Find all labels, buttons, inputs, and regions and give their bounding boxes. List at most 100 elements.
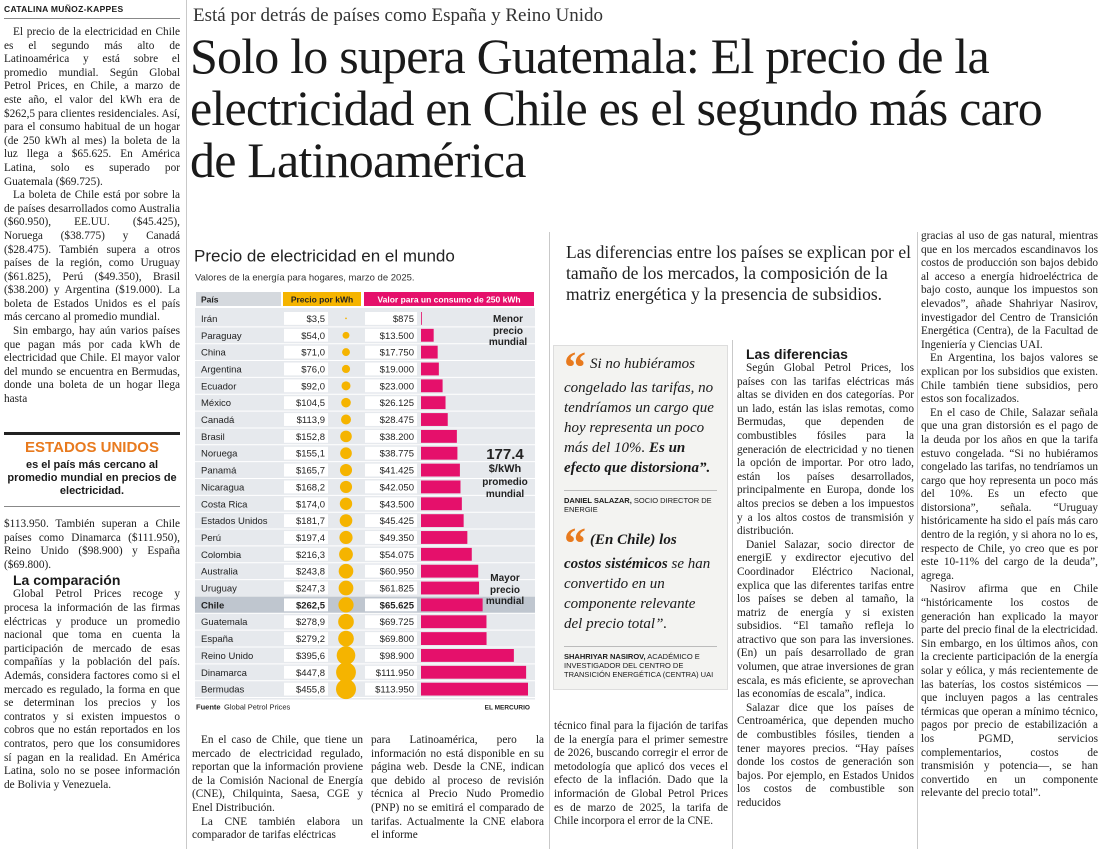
value-bar	[421, 446, 458, 460]
value-label: $49.350	[380, 533, 414, 544]
bottom-column: En el caso de Chile, que tiene un mercad…	[192, 734, 363, 849]
paragraph: $113.950. También superan a Chile países…	[4, 518, 180, 571]
value-cell	[365, 682, 417, 696]
paragraph: Sin embargo, hay aún varios países que p…	[4, 325, 180, 406]
average-value: 177.4	[486, 446, 524, 463]
chart: Precio de electricidad en el mundo Valore…	[190, 240, 548, 718]
price-label: $3,5	[307, 314, 326, 325]
price-label: $447,8	[296, 668, 325, 679]
left-column-bottom: $113.950. También superan a Chile países…	[4, 518, 180, 849]
paragraph: Global Petrol Prices recoge y procesa la…	[4, 588, 180, 791]
price-dot	[338, 597, 354, 613]
price-cell	[284, 429, 328, 443]
value-bar	[421, 480, 461, 494]
value-bar	[421, 463, 460, 477]
country-label: Ecuador	[201, 381, 236, 392]
price-label: $279,2	[296, 634, 325, 645]
value-bar	[421, 615, 487, 629]
value-label: $42.050	[380, 482, 414, 493]
country-label: Costa Rica	[201, 499, 248, 510]
highlight-text: es el país más cercano al promedio mundi…	[7, 459, 177, 497]
value-bar	[421, 547, 472, 561]
value-cell	[365, 446, 417, 460]
price-dot	[336, 662, 356, 683]
column-rule	[732, 340, 733, 849]
value-cell	[365, 345, 417, 359]
value-cell	[365, 497, 417, 511]
value-label: $17.750	[380, 348, 414, 359]
country-label: China	[201, 348, 227, 359]
price-label: $395,6	[296, 651, 325, 662]
quote-role: SOCIO DIRECTOR DE ENERGIE	[564, 496, 712, 514]
price-dot	[338, 580, 354, 596]
paragraph: En Argentina, los bajos valores se expli…	[921, 352, 1098, 406]
value-label: $111.950	[376, 668, 414, 679]
country-label: Colombia	[201, 550, 242, 561]
paragraph: Nasirov afirma que en Chile “históricame…	[921, 583, 1098, 800]
quotes-box: “Si no hubiéramos congelado las tarifas,…	[553, 345, 728, 690]
quote-name: SHAHRIYAR NASIROV,	[564, 652, 646, 661]
price-label: $104,5	[296, 398, 325, 409]
price-dot	[339, 497, 353, 510]
price-cell	[284, 531, 328, 544]
value-label: $28.475	[380, 415, 414, 426]
price-dot	[345, 317, 347, 320]
price-dot	[341, 381, 351, 391]
value-cell	[365, 514, 417, 528]
value-label: $98.900	[380, 651, 414, 662]
column-rule	[917, 232, 918, 849]
country-label: Irán	[201, 314, 217, 325]
country-label: Nicaragua	[201, 482, 245, 493]
value-cell	[365, 632, 417, 645]
value-cell	[365, 547, 417, 561]
price-label: $247,3	[296, 584, 325, 595]
price-dot	[342, 331, 350, 339]
value-cell	[365, 480, 417, 494]
value-cell	[365, 362, 417, 376]
price-label: $262,5	[296, 600, 326, 611]
paragraph: En el caso de Chile, Salazar señala que …	[921, 406, 1098, 582]
quote-text: se han convertido en un componente relev…	[564, 556, 711, 632]
price-cell	[284, 396, 328, 410]
value-cell	[365, 531, 417, 544]
price-cell	[284, 497, 328, 511]
value-bar	[421, 379, 443, 393]
left-column-top: El precio de la electricidad en Chile es…	[4, 26, 180, 428]
value-label: $69.725	[380, 617, 414, 628]
value-bar	[421, 328, 434, 342]
country-label: Bermudas	[201, 685, 245, 696]
price-dot	[339, 480, 353, 493]
average-label: promedio mundial	[482, 477, 528, 500]
headline: Solo lo supera Guatemala: El precio de l…	[190, 28, 1043, 188]
value-label: $23.000	[380, 381, 414, 392]
price-cell	[284, 632, 328, 645]
header-cell	[364, 292, 534, 306]
value-bar	[421, 429, 457, 443]
country-label: Uruguay	[201, 584, 237, 595]
paragraph: En el caso de Chile, que tiene un mercad…	[192, 734, 363, 814]
price-cell	[284, 379, 328, 393]
price-label: $216,3	[296, 550, 325, 561]
price-dot	[339, 464, 353, 477]
price-cell	[284, 598, 328, 612]
value-label: $54.075	[380, 550, 414, 561]
column-header: Precio por kWh	[291, 294, 353, 304]
value-bar	[421, 345, 438, 359]
value-cell	[365, 328, 417, 342]
price-dot	[338, 613, 354, 630]
column-header: Valor para un consumo de 250 kWh	[377, 294, 520, 304]
price-label: $155,1	[296, 449, 325, 460]
quote-emphasis: (En Chile) los costos sistémicos	[564, 532, 677, 572]
value-bar	[421, 632, 487, 645]
value-label: $19.000	[380, 364, 414, 375]
quote-text: Si no hubiéramos congelado las tarifas, …	[564, 356, 714, 456]
price-cell	[284, 446, 328, 460]
value-bar	[421, 598, 483, 612]
price-label: $113,9	[297, 415, 325, 426]
price-cell	[284, 665, 328, 679]
country-label: Noruega	[201, 449, 238, 460]
price-cell	[284, 328, 328, 342]
value-bar	[421, 564, 479, 578]
column-rule	[549, 232, 550, 849]
